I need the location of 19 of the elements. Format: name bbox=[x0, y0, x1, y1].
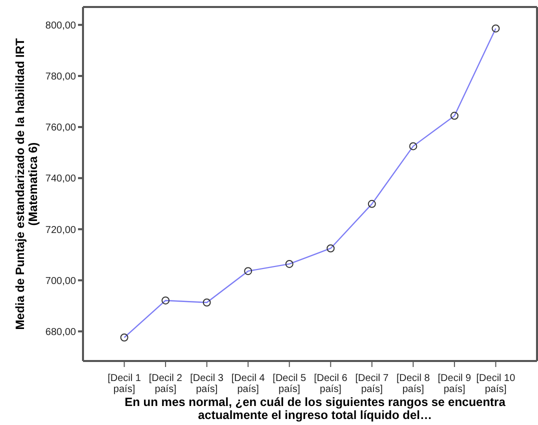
y-tick-label: 700,00 bbox=[45, 276, 76, 287]
x-tick-label: [Decil 8 país] bbox=[396, 373, 430, 395]
x-tick-label: [Decil 5 país] bbox=[272, 373, 306, 395]
y-tick-label: 720,00 bbox=[45, 224, 76, 236]
x-tick-label: [Decil 2 país] bbox=[148, 373, 183, 395]
y-tick-label: 680,00 bbox=[45, 326, 76, 338]
y-tick-label: 740,00 bbox=[45, 174, 76, 185]
y-tick-label: 760,00 bbox=[45, 122, 76, 134]
x-tick-label: [Decil 6 país] bbox=[314, 373, 348, 395]
y-tick-label: 800,00 bbox=[45, 20, 76, 32]
x-tick-label: [Decil 3 país] bbox=[190, 373, 224, 395]
y-tick-label: 780,00 bbox=[45, 72, 76, 83]
x-tick-label: [Decil 4 país] bbox=[231, 373, 266, 395]
x-tick-label: [Decil 7 país] bbox=[355, 373, 390, 395]
x-tick-label: [Decil 1 país] bbox=[108, 373, 142, 395]
y-axis-title: Media de Puntaje estandarizado de la habilidad IRT (Matematica 6) bbox=[13, 38, 40, 330]
x-tick-label: [Decil 9 país] bbox=[438, 373, 472, 395]
x-tick-label: [Decil 10 país] bbox=[476, 373, 516, 395]
x-axis-title: En un mes normal, ¿en cuál de los siguientes rangos se encuentra actualmente el ingreso total líquido del… bbox=[124, 395, 506, 422]
